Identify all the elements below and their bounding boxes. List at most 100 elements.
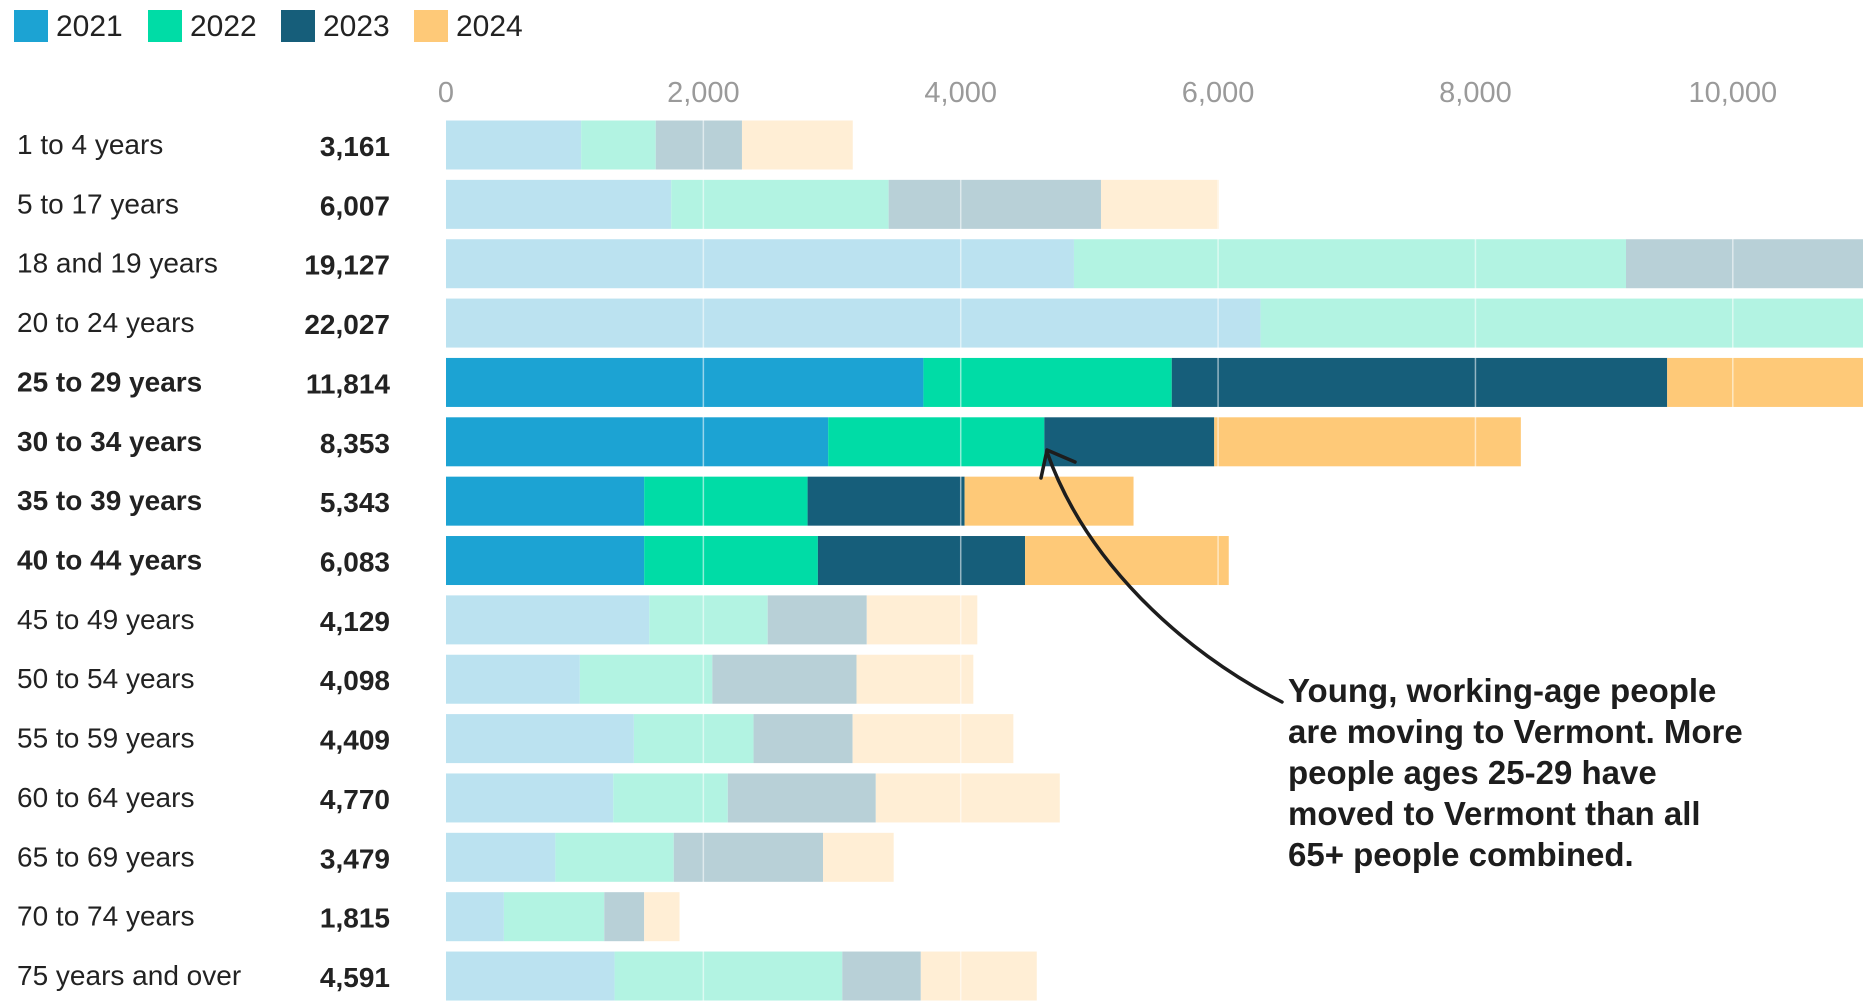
annotation-line: are moving to Vermont. More (1288, 713, 1743, 750)
row-total: 19,127 (304, 250, 390, 281)
bar-segment-2021 (446, 239, 1074, 289)
row-total: 4,409 (320, 725, 390, 756)
row-label: 25 to 29 years (17, 366, 202, 397)
x-tick-label: 6,000 (1182, 77, 1255, 109)
row-label: 1 to 4 years (17, 129, 163, 160)
row-total: 3,479 (320, 843, 390, 874)
legend-swatch (148, 10, 182, 42)
row-label: 50 to 54 years (17, 663, 194, 694)
bar-row: 65 to 69 years 3,479 (17, 832, 894, 882)
row-label: 70 to 74 years (17, 901, 194, 932)
bar-row: 40 to 44 years 6,083 (17, 536, 1229, 586)
bar-segment-2024 (964, 476, 1134, 526)
annotation-line: moved to Vermont than all (1288, 795, 1701, 832)
bar-segment-2024 (1214, 417, 1521, 467)
bar-segment-2024 (1025, 536, 1229, 586)
bar-segment-2023 (753, 714, 853, 764)
bar-segment-2021 (446, 476, 645, 526)
bar-segment-2024 (852, 714, 1014, 764)
annotation-arrow (1039, 448, 1284, 704)
bar-segment-2022 (644, 536, 818, 586)
bar-segment-2024 (1100, 179, 1219, 229)
x-tick-label: 4,000 (924, 77, 997, 109)
bar-row: 55 to 59 years 4,409 (17, 714, 1014, 764)
row-total: 4,770 (320, 784, 390, 815)
bar-segment-2022 (633, 714, 754, 764)
row-label: 45 to 49 years (17, 604, 194, 635)
bar-row: 18 and 19 years 19,127 (17, 239, 1863, 289)
row-label: 35 to 39 years (17, 485, 202, 516)
bar-segment-2024 (856, 654, 974, 704)
row-label: 18 and 19 years (17, 248, 218, 279)
bar-segment-2022 (1073, 239, 1626, 289)
bar-segment-2021 (446, 120, 582, 170)
bar-segment-2022 (649, 595, 768, 645)
bar-segment-2024 (823, 832, 894, 882)
bar-segment-2022 (555, 832, 674, 882)
bar-segment-2021 (446, 951, 615, 1001)
bar-segment-2023 (1171, 357, 1668, 407)
bar-row: 50 to 54 years 4,098 (17, 654, 974, 704)
bar-segment-2024 (875, 773, 1060, 823)
bar-row: 45 to 49 years 4,129 (17, 595, 978, 645)
bar-segment-2021 (446, 357, 924, 407)
legend-label: 2022 (190, 10, 257, 43)
bar-segment-2021 (446, 536, 645, 586)
bar-segment-2021 (446, 773, 614, 823)
row-total: 4,129 (320, 606, 390, 637)
bar-segment-2022 (579, 654, 713, 704)
bar-segment-2021 (446, 595, 650, 645)
row-total: 3,161 (320, 131, 390, 162)
row-total: 22,027 (304, 309, 390, 340)
legend-label: 2024 (456, 10, 523, 43)
bar-segment-2023 (767, 595, 867, 645)
bar-rows: 1 to 4 years 3,161 5 to 17 years 6,007 18 an… (17, 120, 1863, 1001)
bar-row: 1 to 4 years 3,161 (17, 120, 853, 170)
row-total: 1,815 (320, 903, 390, 934)
bar-segment-2021 (446, 892, 504, 942)
bar-row: 5 to 17 years 6,007 (17, 179, 1219, 229)
bar-row: 60 to 64 years 4,770 (17, 773, 1060, 823)
bar-segment-2021 (446, 298, 1261, 348)
legend-swatch (281, 10, 315, 42)
row-label: 40 to 44 years (17, 545, 202, 576)
annotation-line: Young, working-age people (1288, 672, 1717, 709)
bar-segment-2022 (503, 892, 605, 942)
bar-segment-2023 (1625, 239, 1863, 289)
arrow-head (1039, 448, 1077, 480)
bar-segment-2021 (446, 654, 580, 704)
bar-segment-2024 (1667, 357, 1863, 407)
bar-segment-2023 (888, 179, 1101, 229)
row-total: 4,591 (320, 962, 390, 993)
bar-segment-2021 (446, 179, 672, 229)
bar-segment-2021 (446, 417, 829, 467)
bar-segment-2023 (817, 536, 1026, 586)
bar-segment-2023 (842, 951, 921, 1001)
bar-segment-2024 (866, 595, 978, 645)
row-total: 8,353 (320, 428, 390, 459)
bar-row: 25 to 29 years 11,814 (17, 357, 1863, 407)
row-label: 75 years and over (17, 960, 241, 991)
bar-segment-2024 (741, 120, 853, 170)
gridlines (702, 120, 1734, 1001)
row-label: 65 to 69 years (17, 841, 194, 872)
bar-segment-2022 (1260, 298, 1863, 348)
row-label: 60 to 64 years (17, 782, 194, 813)
bar-segment-2023 (712, 654, 857, 704)
legend-label: 2023 (323, 10, 390, 43)
legend-swatch (14, 10, 48, 42)
bar-row: 35 to 39 years 5,343 (17, 476, 1134, 526)
legend: 2021 2022 2023 2024 (14, 10, 523, 43)
row-label: 55 to 59 years (17, 723, 194, 754)
x-axis: 02,0004,0006,0008,00010,00012,00014,0001… (438, 77, 1777, 109)
bar-segment-2022 (613, 773, 728, 823)
legend-label: 2021 (56, 10, 123, 43)
row-label: 5 to 17 years (17, 188, 179, 219)
bar-segment-2022 (828, 417, 1045, 467)
annotation-line: 65+ people combined. (1288, 836, 1634, 873)
bar-row: 75 years and over 4,591 (17, 951, 1037, 1001)
x-tick-label: 10,000 (1688, 77, 1777, 109)
bar-segment-2022 (644, 476, 808, 526)
row-total: 4,098 (320, 665, 390, 696)
